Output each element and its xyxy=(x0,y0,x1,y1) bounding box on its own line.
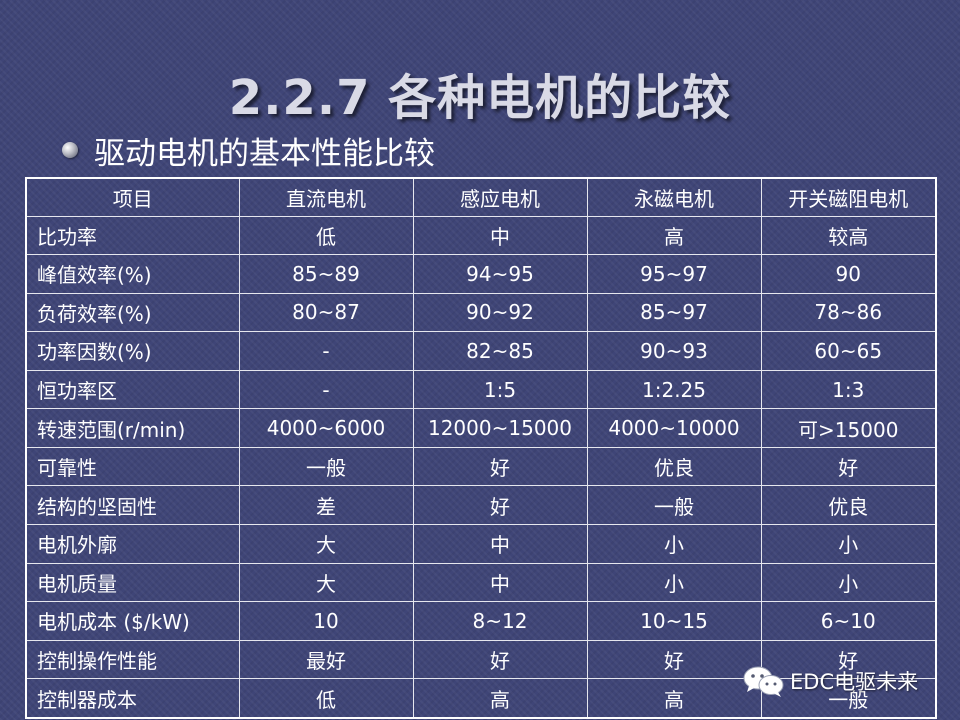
table-row: 峰值效率(%) 85~89 94~95 95~97 90 xyxy=(25,254,937,294)
subtitle: 驱动电机的基本性能比较 xyxy=(94,135,435,172)
table-cell: 可>15000 xyxy=(760,408,937,448)
watermark: EDC电驱未来 xyxy=(742,664,918,698)
table-cell: 小 xyxy=(586,524,762,564)
table-row: 结构的坚固性差好一般 优良 xyxy=(25,485,937,525)
table-cell: 优良 xyxy=(760,485,937,525)
table-cell: 80~87 xyxy=(238,292,414,333)
table-cell: 90~93 xyxy=(586,331,762,371)
table-cell: 一般 xyxy=(586,485,762,525)
table-cell: 一般 xyxy=(760,678,937,719)
header-cell-item: 项目 xyxy=(25,177,240,217)
row-label: 功率因数(%) xyxy=(25,331,240,371)
table-cell: 小 xyxy=(760,524,937,564)
table-cell: 90~92 xyxy=(412,292,588,333)
table-cell: - xyxy=(238,331,414,371)
table-cell: 82~85 xyxy=(412,331,588,371)
row-label: 控制器成本 xyxy=(25,678,240,719)
table-cell: 1:3 xyxy=(760,369,937,410)
wechat-icon xyxy=(743,666,784,697)
table-cell: 95~97 xyxy=(586,254,762,294)
watermark-text: EDC电驱未来 xyxy=(790,670,919,694)
table-row: 转速范围(r/min) 4000~6000 12000~15000 4000~1000… xyxy=(25,408,937,448)
comparison-table: 项目 直流电机 感应电机 永磁电机 开关磁阻电机 比功率低中高较高 峰值效率(%)… xyxy=(25,177,937,719)
table-cell: 一般 xyxy=(238,446,414,487)
table-cell: 差 xyxy=(238,485,414,525)
table-cell: 大 xyxy=(238,524,414,564)
table-cell: 好 xyxy=(586,639,762,680)
table-row: 电机质量大中小小 xyxy=(25,562,937,603)
table-cell: 1:2.25 xyxy=(586,369,762,410)
header-cell-induction-motor: 感应电机 xyxy=(412,177,588,217)
table-cell: 低 xyxy=(238,215,414,256)
header-cell-dc-motor: 直流电机 xyxy=(238,177,414,217)
table-row: 控制器成本低高高一般 xyxy=(25,678,937,719)
table-row: 可靠性 一般好优良好 xyxy=(25,446,937,487)
row-label: 电机成本 ($/kW) xyxy=(25,601,240,641)
table-cell: 4000~6000 xyxy=(238,408,414,448)
row-label: 比功率 xyxy=(25,215,240,256)
bullet-icon xyxy=(62,142,78,158)
table-cell: 好 xyxy=(760,639,937,680)
table-cell: 高 xyxy=(412,678,588,719)
table-cell: 1:5 xyxy=(412,369,588,410)
table-row: 功率因数(%) -82~85 90~93 60~65 xyxy=(25,331,937,371)
table-row: 负荷效率(%) 80~87 90~92 85~97 78~86 xyxy=(25,292,937,333)
row-label: 结构的坚固性 xyxy=(25,485,240,525)
row-label: 控制操作性能 xyxy=(25,639,240,680)
table-cell: 6~10 xyxy=(760,601,937,641)
table-cell: 60~65 xyxy=(760,331,937,371)
table-cell: 优良 xyxy=(586,446,762,487)
table-row: 电机成本 ($/kW) 10 8~12 10~15 6~10 xyxy=(25,601,937,641)
table-cell: 好 xyxy=(412,485,588,525)
table-cell: 中 xyxy=(412,524,588,564)
table-cell: 4000~10000 xyxy=(586,408,762,448)
table-cell: 中 xyxy=(412,215,588,256)
table-cell: 10 xyxy=(238,601,414,641)
table-cell: 好 xyxy=(412,446,588,487)
table-body: 比功率低中高较高 峰值效率(%) 85~89 94~95 95~97 90 负荷效率(%) 8… xyxy=(25,215,937,719)
table-cell: 高 xyxy=(586,215,762,256)
table-cell: 94~95 xyxy=(412,254,588,294)
table-cell: 12000~15000 xyxy=(412,408,588,448)
table-cell: 高 xyxy=(586,678,762,719)
page-title: 2.2.7 各种电机的比较 xyxy=(228,70,732,126)
table-row: 电机外廓大中小小 xyxy=(25,524,937,564)
table-cell: 8~12 xyxy=(412,601,588,641)
table-cell: 好 xyxy=(412,639,588,680)
header-cell-pm-motor: 永磁电机 xyxy=(586,177,762,217)
table-row: 比功率低中高较高 xyxy=(25,215,937,256)
table-cell: 90 xyxy=(760,254,937,294)
table-cell: 85~97 xyxy=(586,292,762,333)
row-label: 可靠性 xyxy=(25,446,240,487)
table-cell: 最好 xyxy=(238,639,414,680)
table-cell: 小 xyxy=(586,562,762,603)
table-cell: 低 xyxy=(238,678,414,719)
table-cell: 好 xyxy=(760,446,937,487)
subtitle-line: 驱动电机的基本性能比较 xyxy=(62,130,435,172)
row-label: 电机质量 xyxy=(25,562,240,603)
row-label: 负荷效率(%) xyxy=(25,292,240,333)
row-label: 恒功率区 xyxy=(25,369,240,410)
row-label: 电机外廓 xyxy=(25,524,240,564)
table-row: 控制操作性能 最好好好好 xyxy=(25,639,937,680)
table-cell: 78~86 xyxy=(760,292,937,333)
table-cell: 大 xyxy=(238,562,414,603)
table-cell: 中 xyxy=(412,562,588,603)
table-cell: 小 xyxy=(760,562,937,603)
table-row: 恒功率区 -1:5 1:2.25 1:3 xyxy=(25,369,937,410)
row-label: 峰值效率(%) xyxy=(25,254,240,294)
table-cell: - xyxy=(238,369,414,410)
table-cell: 10~15 xyxy=(586,601,762,641)
table-cell: 较高 xyxy=(760,215,937,256)
table-cell: 85~89 xyxy=(238,254,414,294)
row-label: 转速范围(r/min) xyxy=(25,408,240,448)
header-cell-sr-motor: 开关磁阻电机 xyxy=(760,177,937,217)
table-header-row: 项目 直流电机 感应电机 永磁电机 开关磁阻电机 xyxy=(25,177,937,217)
